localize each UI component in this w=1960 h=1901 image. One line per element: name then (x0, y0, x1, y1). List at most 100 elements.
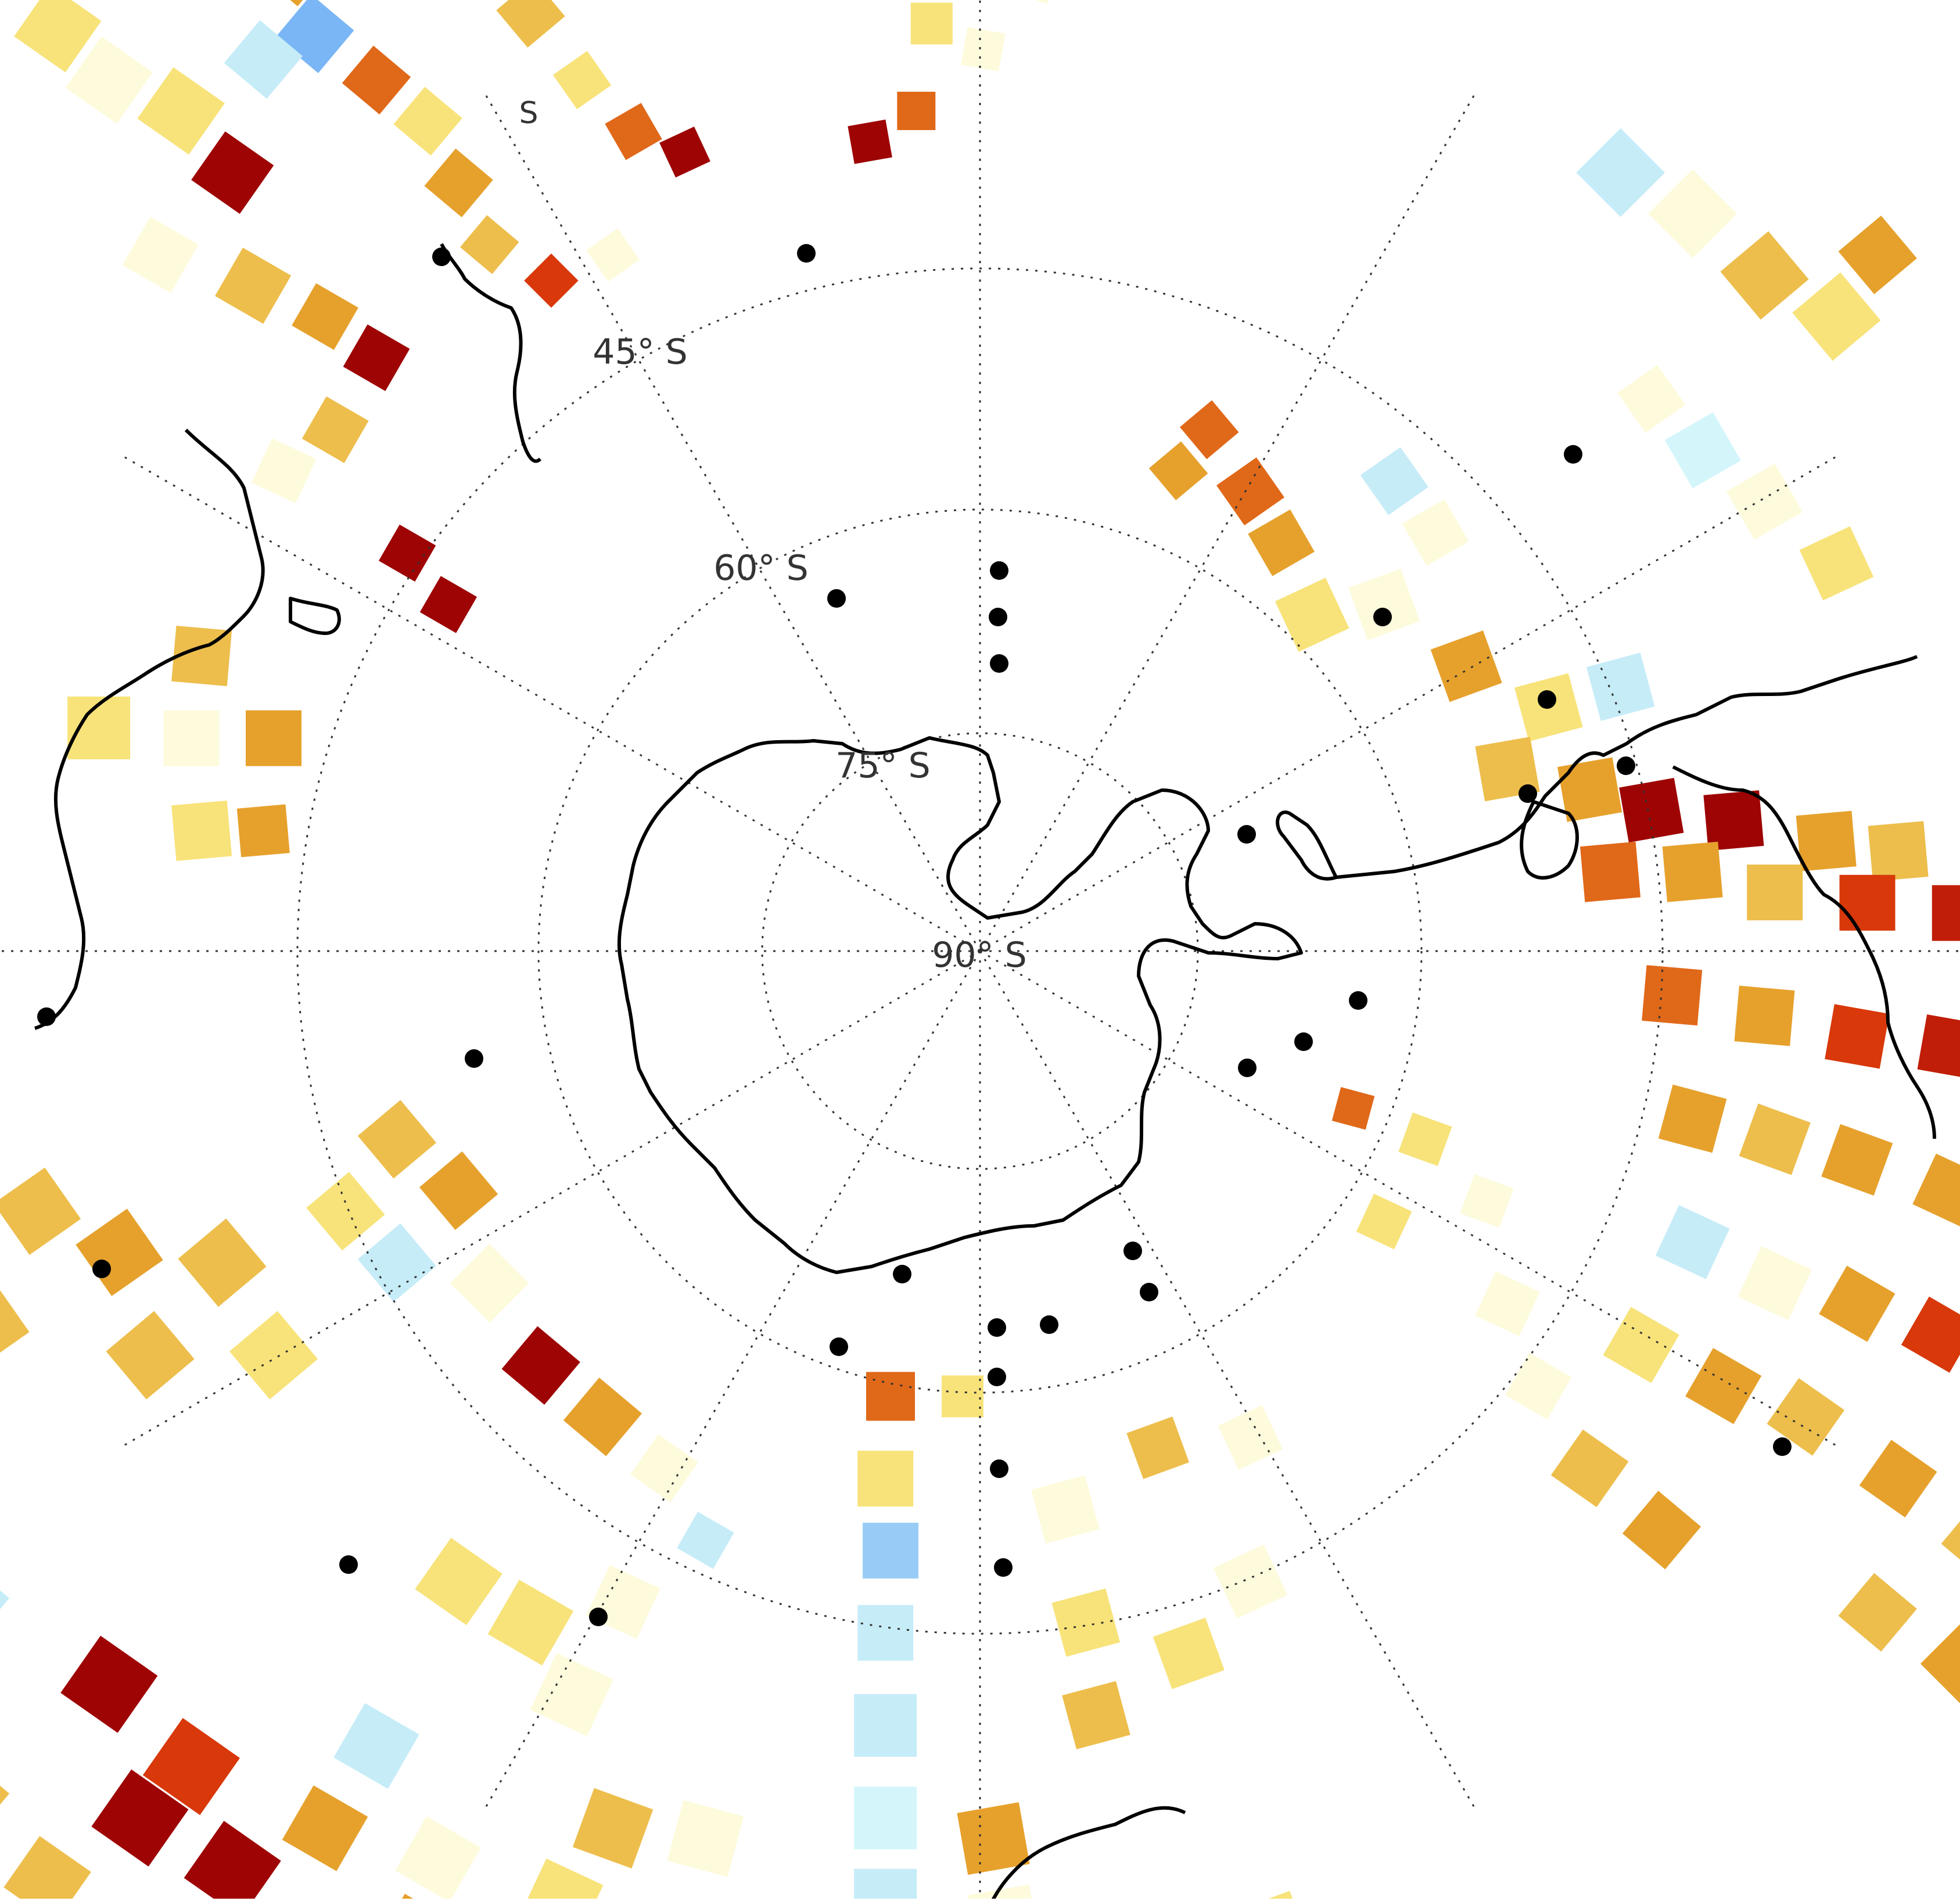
grid-cell (1007, 0, 1061, 4)
significance-dot (1040, 1315, 1058, 1334)
grid-cell (229, 1311, 318, 1400)
grid-cell (563, 1378, 642, 1457)
grid-cell (1739, 1103, 1811, 1175)
grid-cell (419, 1151, 498, 1231)
meridian-line (979, 950, 1475, 1807)
tasmania-coastline (289, 597, 341, 635)
significance-dot (990, 1459, 1008, 1478)
grid-cell (659, 126, 710, 178)
grid-cell (1586, 652, 1655, 721)
grid-cell (357, 1100, 437, 1179)
grid-cell (848, 119, 892, 164)
grid-cell (106, 1311, 195, 1400)
significance-dot (1123, 1242, 1142, 1260)
grid-cell (251, 438, 317, 504)
grid-cell (1838, 216, 1917, 295)
grid-cell (419, 576, 478, 633)
grid-cell (857, 1451, 914, 1507)
grid-cell (487, 1580, 574, 1666)
grid-cell (854, 1787, 917, 1850)
australia-coastline (34, 428, 265, 1030)
grid-cell (1348, 568, 1420, 641)
grid-cell (677, 1512, 734, 1569)
grid-cell (1062, 1681, 1130, 1749)
grid-cell (1792, 272, 1881, 361)
latitude-label-90: 90° S (932, 935, 1027, 975)
grid-cell (163, 710, 220, 766)
grid-cell (501, 1326, 580, 1405)
significance-dot (1617, 756, 1635, 775)
grid-cell (1838, 1573, 1917, 1652)
meridian-line (979, 95, 1475, 952)
meridian-line (485, 950, 981, 1807)
grid-cell (1726, 463, 1803, 540)
significance-dots (37, 244, 1792, 1626)
grid-cell (1767, 1378, 1845, 1456)
significance-dot (827, 589, 846, 608)
grid-cell (1580, 841, 1641, 902)
grid-cell (1430, 630, 1502, 702)
grid-cell (1622, 1490, 1701, 1570)
significance-dot (1349, 991, 1367, 1010)
meridian-line (979, 456, 1836, 952)
latitude-label-75: 75° S (835, 745, 931, 786)
grid-cell (333, 1703, 419, 1789)
grid-cell (1216, 457, 1284, 526)
latitude-label-s: S (519, 96, 538, 131)
grid-cell (524, 253, 579, 308)
significance-dot (465, 1049, 483, 1068)
grid-cell (1576, 128, 1665, 217)
grid-cell (215, 248, 292, 324)
grid-cell (1402, 499, 1469, 566)
grid-cell (1658, 1084, 1727, 1153)
grid-cell (586, 228, 640, 282)
grid-cell (1662, 841, 1723, 902)
grid-cell (1213, 1544, 1288, 1619)
significance-dot (797, 244, 816, 263)
grid-cell (1460, 1174, 1514, 1228)
new-zealand-coastline (440, 243, 542, 463)
grid-cell (854, 1868, 917, 1901)
grid-cell (967, 1884, 1040, 1901)
grid-cell (0, 1281, 30, 1368)
grid-cell (1148, 441, 1208, 501)
grid-cell (1331, 1087, 1375, 1130)
grid-cell (1932, 885, 1960, 941)
grid-cell (178, 1218, 267, 1307)
grid-cell (1839, 874, 1896, 931)
grid-cell (1796, 810, 1857, 871)
grid-cell (1917, 1014, 1960, 1079)
grid-cell (857, 1605, 914, 1661)
latitude-labels: S 45° S 60° S 75° S 90° S (519, 96, 1026, 975)
grid-cell (1248, 509, 1315, 576)
significance-dot (92, 1260, 111, 1278)
significance-dot (432, 248, 451, 266)
significance-dot (1373, 608, 1392, 626)
grid-cell (76, 1208, 163, 1296)
significance-dot (989, 608, 1007, 626)
grid-cell (630, 1434, 699, 1502)
significance-dot (1294, 1032, 1313, 1051)
meridian-line (485, 95, 981, 952)
grid-cell (1825, 1004, 1890, 1069)
significance-dot (893, 1265, 911, 1283)
grid-cell (191, 131, 274, 214)
grid-cell (91, 1769, 189, 1867)
grid-cell (572, 1788, 654, 1869)
grid-cell (1051, 1588, 1121, 1657)
grid-cell (1153, 1617, 1225, 1690)
south-america-coastline (1276, 655, 1918, 881)
grid-cell (941, 1375, 983, 1418)
grid-cell (1505, 1353, 1572, 1420)
grid-cell (460, 215, 519, 274)
grid-cell (184, 1821, 281, 1901)
grid-cell (1218, 1405, 1283, 1470)
grid-cell (1398, 1112, 1452, 1167)
significance-dot (1237, 825, 1256, 844)
significance-dot (990, 654, 1008, 673)
grid-cell (1619, 777, 1684, 843)
grid-cell (1617, 365, 1686, 433)
